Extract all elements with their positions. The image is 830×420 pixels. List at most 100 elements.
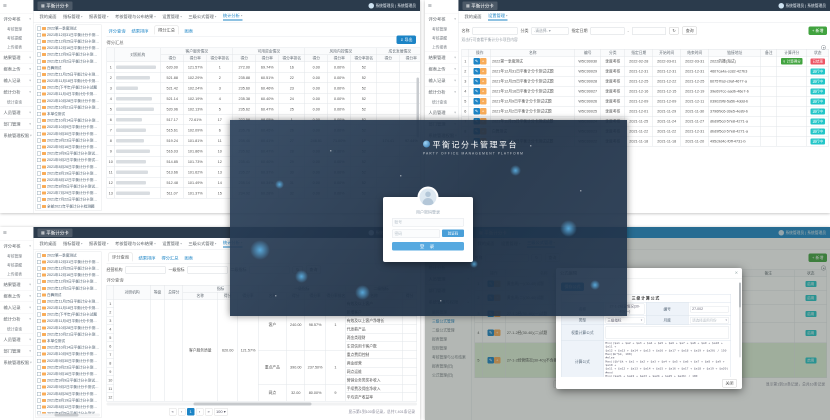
tab-1[interactable]: 结果排序 [131, 28, 149, 34]
tree-item[interactable]: 2021年7月29日平衡计分卡测试试题 [36, 190, 101, 197]
tree-item[interactable]: 2021年8月19日平衡计分卡测试试题 [36, 170, 101, 177]
tree-item[interactable]: 本单位测试 [36, 338, 101, 345]
user-chip[interactable]: 系统管理员 | 系统管理员 [368, 2, 416, 9]
page-size-select[interactable]: 100 ▾ [213, 408, 228, 416]
checkbox[interactable] [37, 171, 41, 176]
sidebar-item[interactable]: 输入记录 ▾ [0, 301, 33, 314]
tab-2[interactable]: 得分汇总 [154, 25, 179, 35]
sidebar-subitem[interactable]: 考核提醒 [432, 35, 447, 41]
edit-button[interactable]: ✎ [473, 68, 480, 75]
checkbox[interactable] [37, 345, 41, 350]
tree-item[interactable]: 2021年9月9日平衡计分卡测试试题 [36, 150, 101, 157]
checkbox[interactable] [37, 131, 41, 136]
nav-item-3[interactable]: 考核管理与公布结果 ▾ [115, 241, 156, 246]
sidebar-item[interactable]: 统计分析 ▾ [0, 86, 33, 98]
sidebar-item[interactable]: 评分考核 ▾ [0, 240, 33, 252]
tab-2[interactable]: 得分汇总 [161, 255, 179, 261]
tree-item[interactable]: 2022第一季度测试 [36, 25, 101, 32]
formula-textarea[interactable]: Min(($a1 + $a2 + $a3 + $a4 + $a5 + $a6 +… [605, 341, 729, 378]
tab-0[interactable]: 评分查询 [108, 28, 126, 34]
checkbox[interactable] [37, 299, 41, 304]
sidebar-subitem[interactable]: 报表管理 [432, 336, 447, 342]
checkbox[interactable] [37, 253, 41, 258]
edit-button[interactable]: ✎ [473, 108, 480, 115]
copy-button[interactable]: + [479, 68, 487, 75]
nav-item-4[interactable]: 设置管理 ▾ [162, 241, 182, 246]
copy-button[interactable]: + [493, 357, 501, 364]
gear-icon[interactable] [821, 45, 826, 50]
copy-button[interactable]: + [479, 78, 487, 85]
sidebar-subitem[interactable]: 公式管理(旧) [432, 372, 454, 378]
sidebar-subitem[interactable]: 考核提醒 [7, 262, 22, 268]
password-input[interactable]: 密码 [392, 229, 440, 238]
nav-item-2[interactable]: 报表管理 ▾ [89, 14, 109, 19]
sidebar-subitem[interactable]: 三级公式管理 [432, 318, 455, 324]
calculate-score-button[interactable]: ⇓ 计算得分 [780, 58, 803, 65]
tree-item[interactable]: 2021年11月18日平衡计分卡测试试题 [36, 78, 101, 85]
page-prev-button[interactable]: ‹ [177, 408, 186, 416]
date-to-input[interactable] [631, 26, 666, 35]
sidebar-subitem[interactable]: 规则管理 [432, 345, 447, 351]
sidebar-item[interactable]: 报表上传 ▾ [0, 290, 33, 302]
tree-item[interactable]: 全部2021年平衡计分卡检测题 [36, 203, 101, 210]
checkbox[interactable] [37, 339, 41, 344]
page-first-button[interactable]: « [168, 408, 177, 416]
checkbox[interactable] [37, 177, 41, 182]
sidebar-subitem[interactable]: 统计查询 [7, 99, 22, 105]
tree-item[interactable]: 2021年11月25日平衡计分卡测试试题 [36, 71, 101, 78]
tree-item[interactable]: 2021年10月21日平衡计分卡测试试题 [36, 104, 101, 111]
checkbox[interactable] [37, 32, 41, 37]
sidebar-item[interactable]: 输入记录 ▾ [425, 74, 458, 87]
checkbox[interactable] [37, 26, 41, 31]
checkbox[interactable] [37, 259, 41, 264]
tree-item[interactable]: 2021年12月16日平衡计分卡测试试题 [36, 45, 101, 52]
checkbox[interactable] [37, 184, 41, 189]
checkbox[interactable] [37, 105, 41, 110]
nav-item-1[interactable]: 指标管理 ▾ [63, 241, 83, 246]
checkbox[interactable] [37, 59, 41, 64]
nav-item-2[interactable]: 报表管理 ▾ [89, 241, 109, 246]
sidebar-item[interactable]: 系统管理权限▾ [0, 356, 33, 369]
checkbox[interactable] [37, 46, 41, 51]
sidebar-subitem[interactable]: 上传报表 [7, 44, 22, 50]
tree-item[interactable]: 2021年(下半年)平衡计分卡试题 [36, 311, 101, 318]
sidebar-subitem[interactable]: 上传报表 [432, 44, 447, 50]
tree-item[interactable]: 2021年12月2日平衡计分卡测试试题 [36, 285, 101, 292]
sidebar-item[interactable]: 评分考核 ▾ [425, 13, 458, 25]
org-input[interactable] [125, 265, 166, 274]
copy-button[interactable]: + [479, 108, 487, 115]
tree-item[interactable]: 2021年8月26日平衡计分卡测试试题 [36, 390, 101, 397]
gear-icon[interactable] [821, 265, 826, 271]
level1-input[interactable] [187, 265, 228, 274]
checkbox[interactable] [37, 292, 41, 297]
add-button[interactable]: + 新增 [808, 253, 827, 262]
checkbox[interactable] [37, 365, 41, 370]
tree-item[interactable]: 2021年9月30日平衡计分卡测试试题 [36, 131, 101, 138]
nav-item-1[interactable]: 设置管理▾ [488, 13, 508, 21]
checkbox[interactable] [37, 52, 41, 57]
checkbox[interactable] [37, 204, 41, 209]
tree-item[interactable]: 2021年10月28日平衡计分卡测试试题 [36, 98, 101, 105]
copy-button[interactable]: + [479, 98, 487, 105]
tab-1[interactable]: 结果排序 [138, 255, 156, 261]
tree-item[interactable]: 2021年9月23日平衡计分卡测试试题 [36, 137, 101, 144]
edit-button[interactable]: ✎ [473, 58, 480, 65]
sidebar-subitem[interactable]: 统计查询 [432, 99, 447, 105]
tree-item[interactable]: 2021年(下半年)平衡计分卡试题 [36, 84, 101, 91]
checkbox[interactable] [37, 112, 41, 117]
tree-item[interactable]: 2021年8月19日平衡计分卡测试试题 [36, 397, 101, 404]
checkbox[interactable] [37, 151, 41, 156]
sidebar-item[interactable]: 报表上传 ▾ [0, 63, 33, 75]
tree-item[interactable]: 2021年10月21日平衡计分卡测试试题 [36, 331, 101, 338]
tree-item[interactable]: 白舞测试 [36, 292, 101, 299]
sidebar-subitem[interactable]: 考核管理 [432, 26, 447, 32]
tree-item[interactable]: 2021年12月9日平衡计分卡测试试题 [36, 51, 101, 58]
form-month-select[interactable]: 请选择适用月份 ▾ [690, 317, 729, 324]
tree-item[interactable]: 2021年12月25日平衡计分卡测试试题 [36, 265, 101, 272]
nav-item-1[interactable]: 指标管理 ▾ [63, 14, 83, 19]
tree-item[interactable]: 2021年8月26日平衡计分卡测试试题 [36, 163, 101, 170]
form-type-select[interactable]: 三级指标 ▾ [605, 317, 645, 324]
tree-item[interactable]: 2021年10月9日平衡计分卡测试试题 [36, 351, 101, 358]
tree-item[interactable]: 2021年9月2日平衡计分卡测试试题 [36, 384, 101, 391]
tree-item[interactable]: 2021年11月4日平衡计分卡测试试题 [36, 91, 101, 98]
